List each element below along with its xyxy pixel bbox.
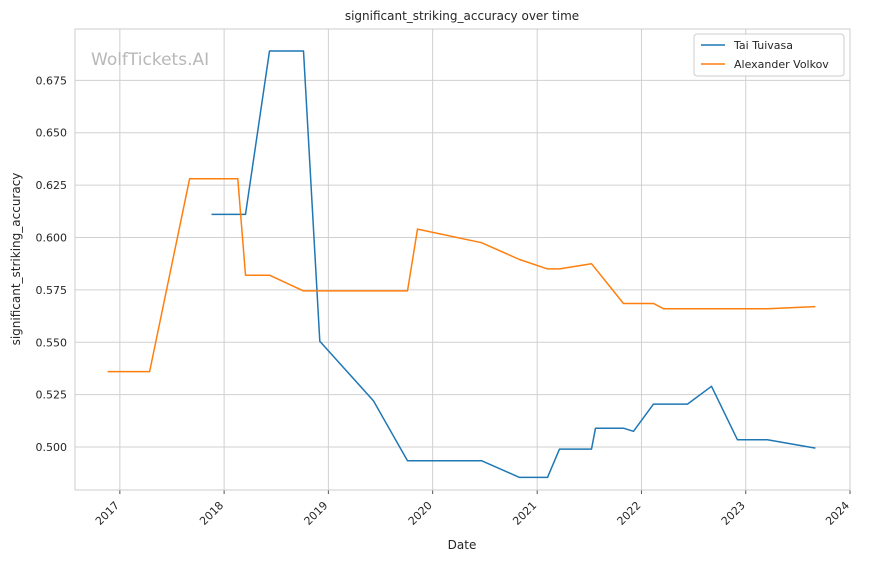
chart-title: significant_striking_accuracy over time <box>345 9 579 23</box>
y-tick-label: 0.625 <box>36 179 68 192</box>
x-tick-label: 2018 <box>197 499 226 528</box>
series-line-2 <box>107 178 816 373</box>
x-tick-label: 2024 <box>823 499 852 528</box>
legend: Tai Tuivasa Alexander Volkov <box>693 33 845 77</box>
x-tick-label: 2022 <box>615 499 644 528</box>
y-tick-label: 0.500 <box>36 441 68 454</box>
y-tick-labels: 0.500 0.525 0.550 0.575 0.600 0.625 0.650 0.675 <box>36 74 68 454</box>
x-tick-label: 2023 <box>719 499 748 528</box>
series-line-1 <box>211 50 816 479</box>
y-axis-label: significant_striking_accuracy <box>9 173 23 346</box>
plot-frame <box>74 28 851 491</box>
y-tick-label: 0.525 <box>36 389 68 402</box>
x-tick-label: 2017 <box>93 499 122 528</box>
x-axis-label: Date <box>448 538 477 552</box>
legend-box <box>693 33 845 77</box>
x-tick-labels: 2017 2018 2019 2020 2021 2022 2023 2024 <box>93 499 852 528</box>
watermark-text: WolfTickets.AI <box>91 50 209 70</box>
legend-label: Tai Tuivasa <box>733 39 793 52</box>
y-tick-label: 0.650 <box>36 127 68 140</box>
x-tick-label: 2021 <box>510 499 539 528</box>
plot-background <box>75 29 850 490</box>
y-tick-label: 0.575 <box>36 284 68 297</box>
y-tick-label: 0.675 <box>36 74 68 87</box>
x-tick-label: 2019 <box>302 499 331 528</box>
x-tick-label: 2020 <box>406 499 435 528</box>
series-lines <box>107 50 816 479</box>
y-tick-label: 0.600 <box>36 231 68 244</box>
y-tick-label: 0.550 <box>36 336 68 349</box>
legend-label: Alexander Volkov <box>734 58 829 71</box>
legend-items: Tai Tuivasa Alexander Volkov <box>701 39 829 71</box>
